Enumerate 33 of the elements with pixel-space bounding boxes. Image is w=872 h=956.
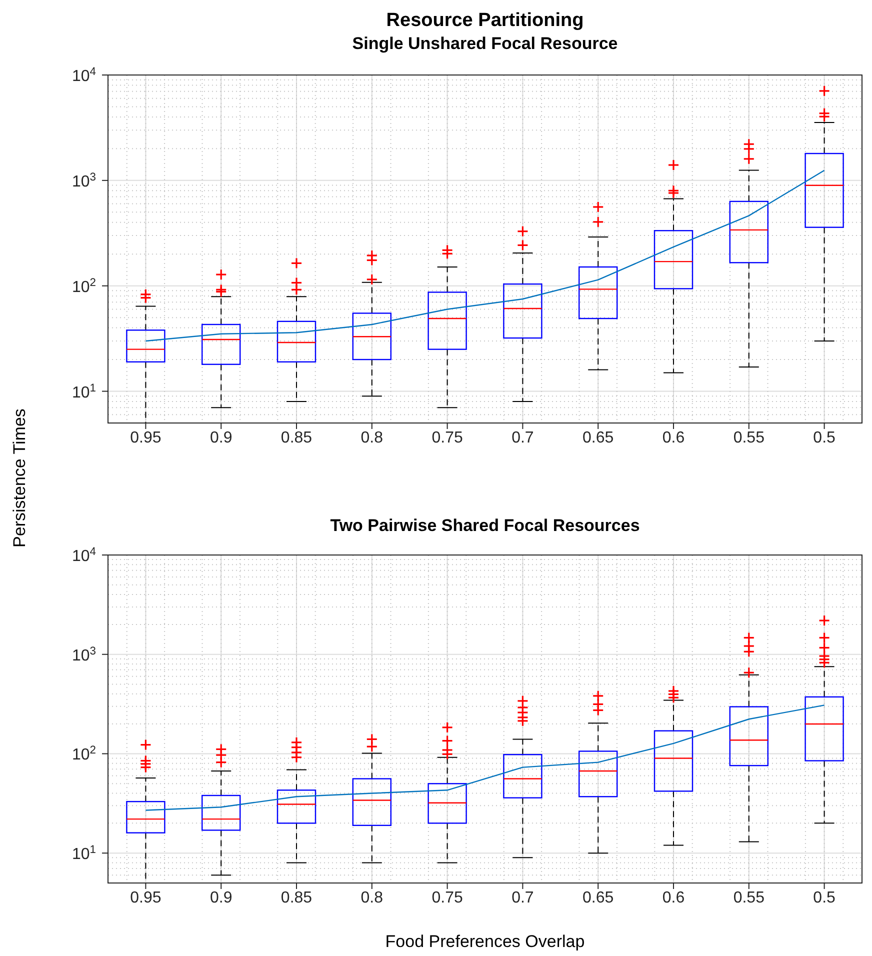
x-tick-label: 0.95 [130,889,162,906]
y-tick-label: 10$^{3}$ [72,645,96,664]
x-tick-label: 0.55 [733,429,765,446]
x-tick-label: 0.8 [360,429,384,446]
x-tick-label: 0.75 [432,889,463,906]
y-tick-label: 10$^{2}$ [72,744,96,764]
x-tick-label: 0.8 [360,889,384,906]
y-tick-label: 10$^{4}$ [72,66,96,85]
chart-title: Resource Partitioning [385,10,585,32]
x-tick-label: 0.9 [210,889,232,906]
chart-subtitle: Single Unshared Focal Resource [351,34,619,54]
x-tick-label: 0.5 [813,889,836,906]
chart-title: Two Pairwise Shared Focal Resources [329,516,641,536]
x-tick-label: 0.6 [662,429,685,446]
y-tick-label: 10$^{1}$ [72,382,96,402]
x-tick-label: 0.75 [432,429,463,446]
y-tick-label: 10$^{4}$ [72,546,96,565]
y-tick-label: 10$^{3}$ [72,171,96,190]
y-tick-label: 10$^{2}$ [72,276,96,296]
x-axis-title: Food Preferences Overlap [384,932,586,952]
x-tick-label: 0.5 [813,429,836,446]
x-tick-label: 0.65 [582,429,614,446]
x-tick-label: 0.6 [662,889,685,906]
y-tick-label: 10$^{1}$ [72,844,96,864]
x-tick-label: 0.85 [280,889,312,906]
x-tick-label: 0.9 [210,429,232,446]
x-tick-label: 0.7 [512,889,534,906]
x-tick-label: 0.55 [733,889,765,906]
x-tick-label: 0.85 [280,429,312,446]
y-axis-title: Persistence Times [10,408,30,548]
x-tick-label: 0.65 [582,889,614,906]
x-tick-label: 0.7 [512,429,534,446]
x-tick-label: 0.95 [130,429,162,446]
